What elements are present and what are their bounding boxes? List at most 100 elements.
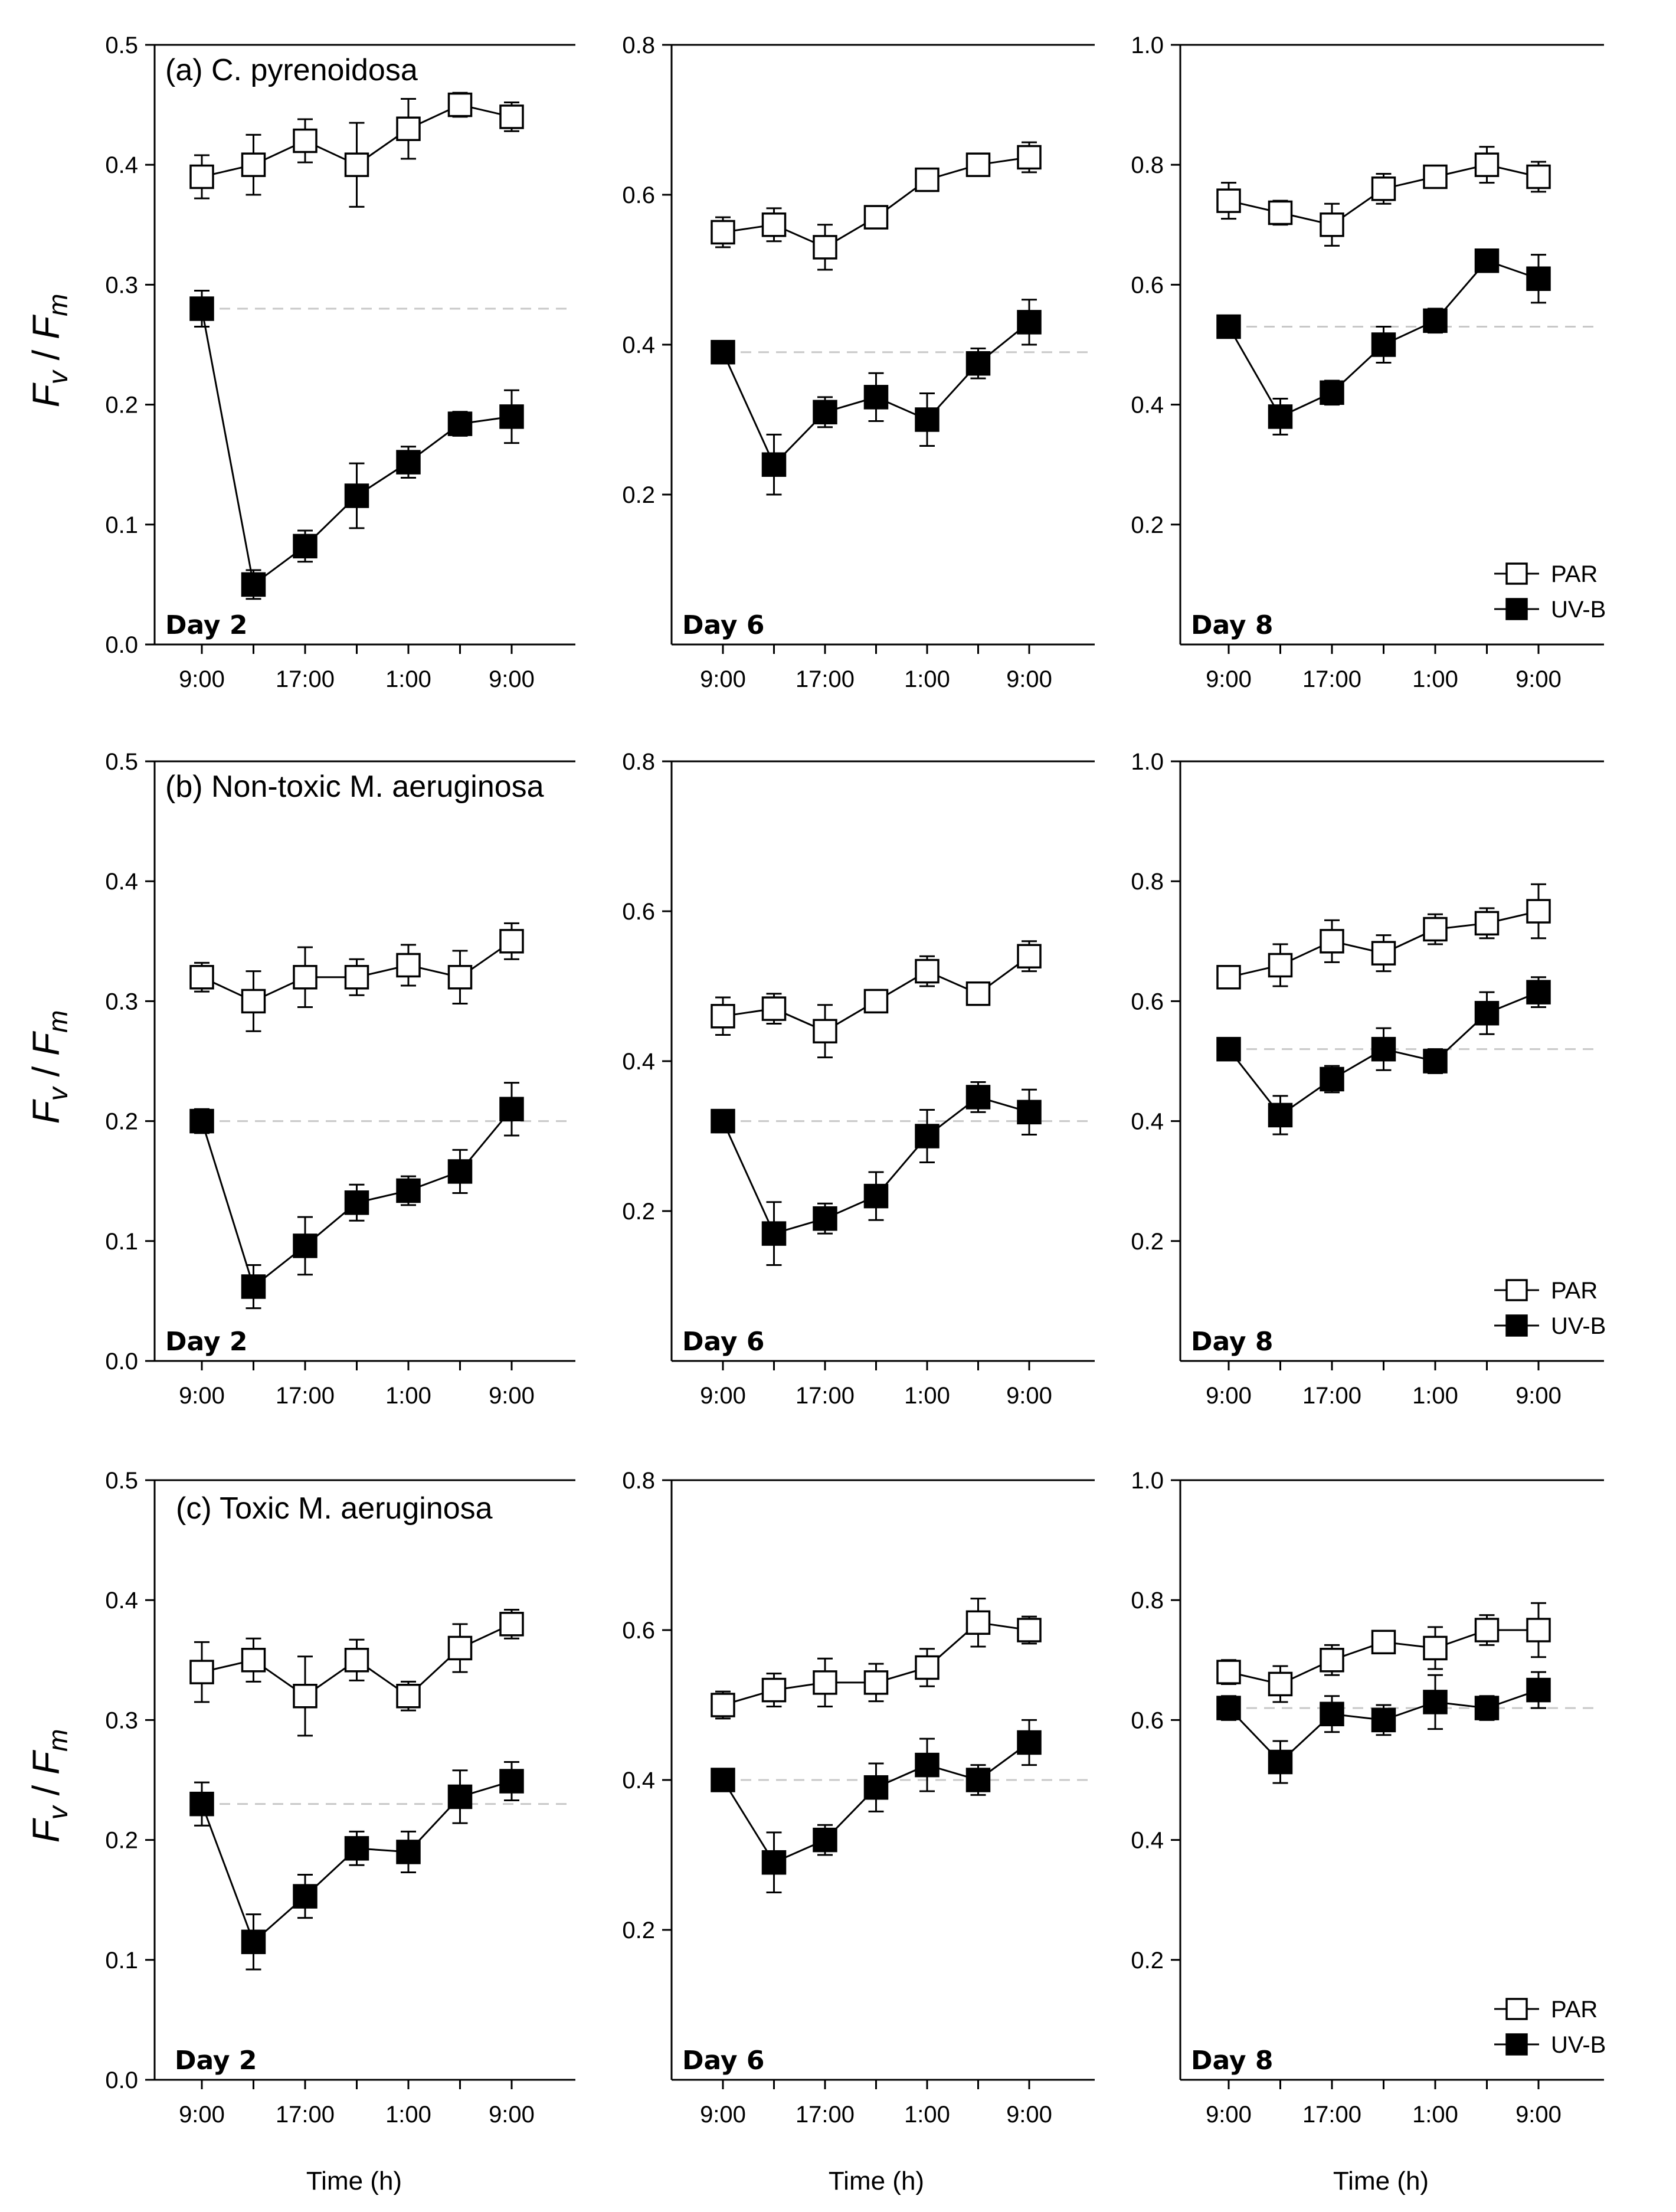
panel-title: (c) Toxic M. aeruginosa [176, 1491, 493, 1526]
y-tick-label: 0.5 [105, 1468, 138, 1494]
data-point-par [915, 167, 940, 192]
data-point-par [189, 965, 214, 990]
y-title-sub-m: m [42, 1729, 73, 1752]
data-point-par [761, 996, 787, 1021]
day-label: Day 2 [175, 2046, 257, 2076]
data-point-par [396, 953, 421, 978]
y-tick-label: 0.4 [622, 1768, 655, 1794]
data-point-par [447, 92, 473, 117]
y-axis-title: Fv / Fm [25, 1010, 73, 1124]
x-tick-label: 17:00 [796, 1383, 855, 1409]
legend-label-uvb: UV-B [1551, 2032, 1606, 2058]
x-tick-label: 9:00 [1206, 2102, 1252, 2128]
data-point-uvb [965, 1768, 991, 1792]
data-point-uvb [1268, 404, 1293, 429]
data-point-uvb [189, 1108, 214, 1134]
data-point-uvb [293, 534, 317, 559]
data-point-par [813, 1019, 837, 1043]
data-point-uvb [1474, 1696, 1500, 1720]
x-tick-label: 9:00 [1515, 666, 1562, 692]
day-label: Day 8 [1191, 2046, 1273, 2076]
legend-marker-par [1505, 1279, 1528, 1301]
data-point-par [499, 1612, 524, 1637]
data-point-uvb [1320, 1066, 1344, 1092]
y-title-slash: / [25, 1775, 67, 1806]
x-tick-label: 9:00 [179, 2102, 225, 2128]
y-tick-label: 0.2 [105, 1109, 138, 1135]
data-point-uvb [863, 385, 889, 410]
data-point-par [1371, 176, 1396, 201]
data-point-par [1320, 212, 1344, 237]
x-tick-label: 1:00 [385, 666, 431, 692]
data-point-uvb [813, 1206, 837, 1231]
panel-c-3: 0.2 0.4 0.6 0.8 1.0 9:00 17:00 1:00 9:00 Day 8 PAR… [1131, 1468, 1606, 2128]
data-point-par [241, 989, 266, 1014]
x-tick-label: 17:00 [1302, 1383, 1361, 1409]
x-tick-label: 17:00 [796, 666, 855, 692]
data-point-uvb [1423, 1690, 1448, 1714]
data-point-uvb [915, 1752, 940, 1778]
x-tick-label: 9:00 [179, 666, 225, 692]
y-title-f2: F [25, 1749, 67, 1775]
data-point-uvb [1371, 332, 1396, 357]
data-point-uvb [965, 351, 991, 376]
data-point-uvb [1017, 310, 1042, 335]
data-point-par [863, 1670, 889, 1695]
data-point-par [241, 1648, 266, 1673]
x-axis-title: Time (h) [306, 2167, 402, 2195]
panel-title: (b) Non-toxic M. aeruginosa [165, 770, 544, 804]
data-point-par [1526, 899, 1551, 924]
panel-a-1: 0.0 0.1 0.2 0.3 0.4 0.5 9:00 17:00 1:00 9:00 Day 2… [105, 32, 575, 692]
x-tick-label: 1:00 [385, 1383, 431, 1409]
data-point-par [1474, 152, 1500, 177]
data-point-par [761, 212, 787, 237]
data-point-uvb [189, 1791, 214, 1817]
data-point-par [447, 965, 473, 990]
data-point-uvb [711, 1768, 735, 1792]
data-point-par [189, 1660, 214, 1684]
data-point-uvb [396, 450, 421, 475]
x-tick-label: 17:00 [276, 666, 335, 692]
data-point-par [241, 152, 266, 177]
x-axis-title: Time (h) [1333, 2167, 1429, 2195]
x-tick-label: 9:00 [1006, 2102, 1052, 2128]
data-point-par [293, 1684, 317, 1709]
panel-b-1: 0.0 0.1 0.2 0.3 0.4 0.5 9:00 17:00 1:00 9:00 Day 2… [105, 749, 575, 1409]
data-point-par [1423, 917, 1448, 942]
data-point-par [915, 1655, 940, 1680]
y-tick-label: 0.8 [1131, 1588, 1164, 1614]
data-point-par [813, 1670, 837, 1695]
y-tick-label: 0.1 [105, 1948, 138, 1974]
y-tick-label: 0.2 [1131, 512, 1164, 538]
y-tick-label: 0.2 [1131, 1229, 1164, 1255]
y-tick-label: 1.0 [1131, 1468, 1164, 1494]
x-tick-label: 1:00 [904, 1383, 950, 1409]
data-point-uvb [344, 1190, 369, 1215]
x-tick-label: 1:00 [1412, 1383, 1458, 1409]
y-tick-label: 0.2 [622, 482, 655, 508]
y-tick-label: 0.4 [1131, 1828, 1164, 1854]
legend-label-par: PAR [1551, 1278, 1598, 1304]
y-tick-label: 0.1 [105, 1229, 138, 1255]
data-point-par [711, 1693, 735, 1717]
y-tick-label: 0.2 [1131, 1948, 1164, 1974]
y-tick-label: 0.3 [105, 1707, 138, 1733]
legend-label-par: PAR [1551, 1997, 1598, 2023]
y-title-sub-v: v [42, 369, 73, 384]
x-tick-label: 9:00 [1006, 666, 1052, 692]
x-tick-label: 1:00 [385, 2102, 431, 2128]
data-point-par [499, 104, 524, 129]
y-tick-label: 0.5 [105, 749, 138, 775]
legend: PAR UV-B [1494, 1278, 1606, 1339]
data-point-par [1320, 929, 1344, 954]
data-point-uvb [447, 1159, 473, 1184]
x-tick-label: 9:00 [489, 2102, 535, 2128]
data-point-uvb [499, 404, 524, 429]
data-point-uvb [1320, 1701, 1344, 1726]
data-point-uvb [1423, 1049, 1448, 1074]
legend-label-uvb: UV-B [1551, 1313, 1606, 1339]
data-point-par [1320, 1648, 1344, 1673]
y-axis-title: Fv / Fm [25, 294, 73, 408]
y-tick-label: 0.5 [105, 32, 138, 58]
data-point-par [965, 152, 991, 177]
